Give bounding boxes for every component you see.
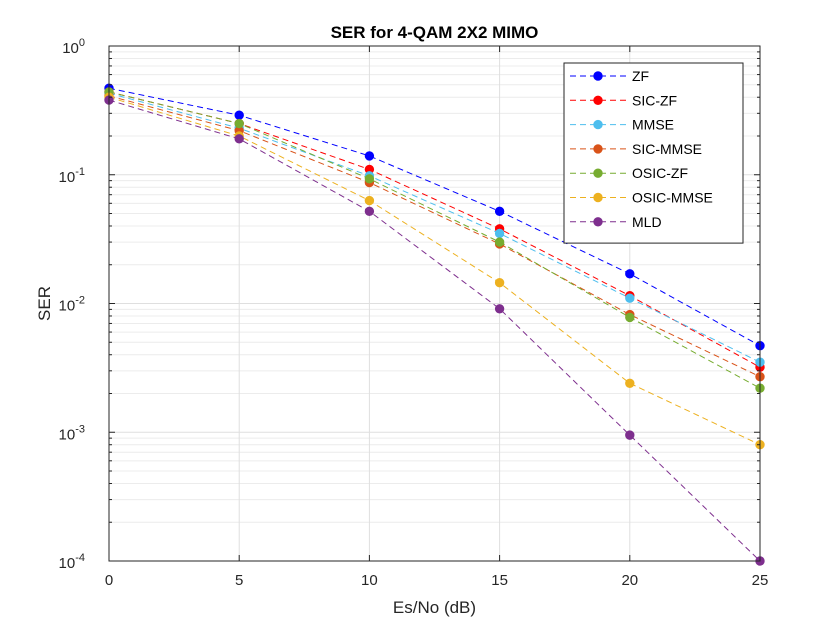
series-line-sic-mmse (108, 95, 761, 378)
legend-marker-osic-zf (593, 168, 603, 178)
series-line-mld (108, 99, 761, 562)
x-tick-label: 25 (752, 572, 769, 589)
legend-label-sic-mmse: SIC-MMSE (632, 141, 702, 157)
series-layer (104, 83, 765, 566)
legend-label-mld: MLD (632, 214, 662, 230)
y-tick-label: 10-1 (59, 166, 85, 186)
series-zf (104, 83, 765, 351)
data-point-osic-mmse (625, 378, 635, 388)
chart-title: SER for 4-QAM 2X2 MIMO (331, 23, 539, 42)
legend-marker-mmse (593, 119, 603, 130)
data-point-osic-zf (494, 237, 505, 247)
data-point-zf (234, 110, 244, 120)
legend-marker-sic-zf (593, 95, 603, 106)
data-point-osic-zf (625, 312, 635, 323)
x-tick-label: 5 (235, 572, 243, 589)
series-mld (104, 95, 765, 566)
series-line-zf (108, 87, 761, 347)
legend-label-osic-zf: OSIC-ZF (632, 165, 688, 181)
y-axis-label: SER (35, 286, 54, 321)
y-tick-label: 10-2 (59, 295, 85, 315)
data-point-zf (494, 206, 505, 217)
x-tick-label: 0 (105, 572, 113, 589)
data-point-osic-mmse (494, 278, 505, 288)
legend-label-osic-mmse: OSIC-MMSE (632, 190, 713, 206)
y-tick-label: 100 (62, 37, 85, 57)
x-tick-label: 10 (361, 572, 378, 589)
data-point-osic-zf (364, 174, 375, 184)
series-osic-zf (104, 87, 765, 393)
legend-marker-osic-mmse (593, 192, 603, 203)
data-point-osic-zf (234, 118, 244, 129)
legend-marker-mld (593, 217, 603, 227)
legend-label-zf: ZF (632, 68, 649, 84)
legend-marker-sic-mmse (593, 144, 603, 154)
y-tick-label: 10-3 (59, 423, 85, 443)
legend-label-mmse: MMSE (632, 117, 674, 133)
data-point-mmse (625, 293, 635, 303)
legend: ZF SIC-ZF MMSE SIC-MMSE OSIC-ZF OSIC-MMSE MLD (563, 62, 744, 244)
data-point-mld (234, 134, 244, 144)
data-point-mld (364, 206, 375, 217)
series-line-mmse (108, 92, 761, 363)
y-tick-label: 10-4 (59, 552, 85, 572)
data-point-osic-mmse (364, 195, 375, 206)
data-point-zf (364, 151, 375, 161)
legend-marker-zf (593, 71, 603, 81)
axis-ticks: 0 5 10 15 20 25 10-4 10-3 10-2 10-1 100 (59, 37, 769, 589)
legend-label-sic-zf: SIC-ZF (632, 92, 677, 108)
data-point-mld (625, 430, 635, 440)
data-point-mmse (494, 228, 505, 239)
x-tick-label: 15 (491, 572, 508, 589)
series-line-osic-mmse (108, 96, 761, 446)
x-tick-label: 20 (621, 572, 638, 589)
series-line-osic-zf (108, 91, 761, 389)
x-axis-label: Es/No (dB) (393, 598, 476, 617)
legend-box (563, 62, 744, 244)
data-point-mld (494, 304, 505, 314)
data-point-zf (625, 269, 635, 279)
